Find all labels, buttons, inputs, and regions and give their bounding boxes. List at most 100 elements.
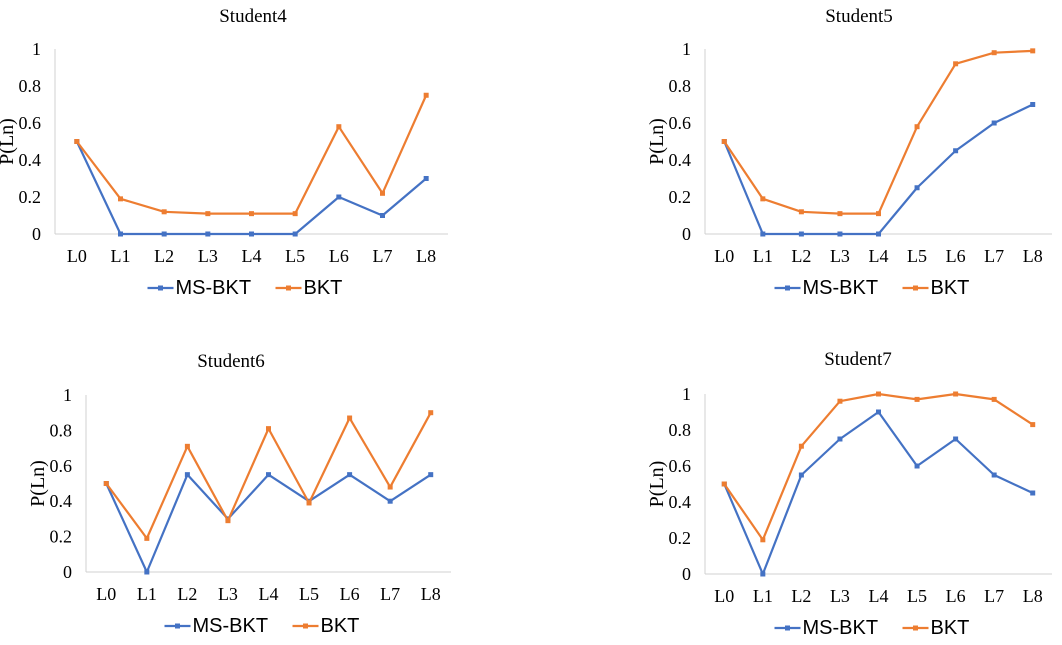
data-point-ms-bkt — [205, 231, 211, 237]
x-tick-label: L7 — [373, 246, 393, 266]
x-tick-label: L8 — [1023, 586, 1043, 606]
x-tick-label: L2 — [177, 584, 197, 604]
legend-marker — [158, 285, 163, 291]
x-tick-label: L0 — [96, 584, 116, 604]
data-point-bkt — [876, 211, 881, 217]
data-point-ms-bkt — [292, 231, 298, 237]
chart-student6: Student6 0 0.2 0.4 0.6 0.8 1 L0 L1 L2 L3 L4 L5 L6 L7 L8… — [27, 351, 451, 637]
data-point-bkt — [336, 124, 342, 130]
data-point-bkt — [953, 391, 959, 397]
data-point-bkt — [1030, 422, 1036, 428]
y-tick-label: 0.4 — [669, 150, 692, 170]
y-tick-label: 0.4 — [669, 492, 692, 512]
x-tick-label: L5 — [285, 246, 305, 266]
x-tick-label: L3 — [830, 586, 850, 606]
data-point-ms-bkt — [953, 148, 959, 154]
data-point-bkt — [1030, 48, 1036, 54]
data-point-ms-bkt — [161, 231, 167, 237]
data-point-ms-bkt — [347, 472, 353, 478]
x-tick-label: L7 — [380, 584, 400, 604]
x-tick-label: L2 — [791, 586, 811, 606]
data-point-bkt — [721, 481, 727, 487]
data-point-ms-bkt — [760, 231, 766, 237]
legend-item-ms-bkt: MS-BKT — [774, 617, 879, 639]
x-tick-label: L8 — [421, 584, 441, 604]
data-point-bkt — [991, 396, 997, 402]
x-tick-label: L0 — [714, 586, 734, 606]
x-tick-label: L6 — [946, 246, 966, 266]
data-point-ms-bkt — [876, 409, 881, 415]
x-tick-label: L6 — [946, 586, 966, 606]
y-tick-label: 0.4 — [50, 491, 73, 511]
y-tick-label: 0.8 — [50, 420, 73, 440]
y-tick-label: 0.6 — [50, 456, 73, 476]
data-point-bkt — [161, 209, 167, 215]
series-line-ms-bkt — [105, 473, 432, 574]
y-tick-label: 0.8 — [669, 420, 692, 440]
data-point-ms-bkt — [837, 436, 843, 442]
x-tick-label: L6 — [340, 584, 360, 604]
y-tick-label: 0.6 — [669, 456, 692, 476]
legend-label: MS-BKT — [176, 277, 252, 299]
y-tick-label: 1 — [32, 39, 41, 59]
data-point-bkt — [225, 518, 231, 524]
chart-student7: Student7 0 0.2 0.4 0.6 0.8 1 L0 L1 L2 L3 L4 L5 L6 L7 L8… — [646, 349, 1052, 639]
y-axis-label: P(Ln) — [646, 118, 668, 165]
x-tick-label: L5 — [299, 584, 319, 604]
series-line-bkt — [75, 94, 428, 215]
legend-marker — [286, 285, 291, 291]
legend-label: MS-BKT — [193, 615, 269, 637]
chart-title: Student6 — [197, 351, 265, 372]
chart-title: Student4 — [219, 6, 287, 27]
legend-item-ms-bkt: MS-BKT — [147, 277, 252, 299]
data-point-ms-bkt — [144, 569, 150, 575]
data-point-bkt — [914, 396, 920, 402]
y-tick-label: 0 — [63, 562, 72, 582]
legend-label: BKT — [931, 617, 970, 639]
legend-label: MS-BKT — [803, 277, 879, 299]
data-point-ms-bkt — [953, 436, 959, 442]
legend-label: MS-BKT — [803, 617, 879, 639]
data-point-bkt — [914, 124, 920, 130]
chart-title: Student5 — [825, 6, 893, 27]
legend-label: BKT — [931, 277, 970, 299]
y-axis-label: P(Ln) — [0, 118, 18, 165]
y-tick-label: 0.6 — [19, 113, 42, 133]
data-point-bkt — [103, 481, 109, 486]
data-point-ms-bkt — [428, 472, 434, 478]
data-point-ms-bkt — [423, 176, 429, 181]
data-point-bkt — [144, 535, 150, 541]
x-tick-label: L0 — [67, 246, 87, 266]
data-point-ms-bkt — [336, 194, 342, 200]
legend-item-bkt: BKT — [902, 277, 970, 299]
data-point-bkt — [428, 410, 434, 416]
y-axis-label: P(Ln) — [27, 460, 49, 507]
y-tick-label: 1 — [63, 385, 72, 405]
data-point-bkt — [953, 61, 959, 67]
y-tick-label: 0.2 — [50, 527, 73, 547]
data-point-ms-bkt — [1030, 102, 1036, 107]
y-tick-label: 0.8 — [19, 76, 42, 96]
y-tick-label: 0.4 — [19, 150, 42, 170]
y-tick-label: 0.8 — [669, 76, 692, 96]
legend-item-bkt: BKT — [902, 617, 970, 639]
data-point-bkt — [837, 398, 843, 404]
legend-marker — [913, 285, 918, 291]
y-tick-label: 0.2 — [669, 528, 692, 548]
data-point-bkt — [798, 209, 804, 215]
data-point-bkt — [380, 190, 385, 196]
chart-student4: Student4 0 0.2 0.4 0.6 0.8 1 L0 L1 L2 L3 L4 L5 L6 L7 L8… — [0, 6, 448, 299]
data-point-ms-bkt — [266, 472, 271, 478]
data-point-bkt — [266, 426, 271, 432]
data-point-bkt — [118, 196, 123, 202]
data-point-bkt — [798, 443, 804, 449]
data-point-ms-bkt — [760, 571, 766, 577]
x-tick-label: L5 — [907, 246, 927, 266]
data-point-bkt — [423, 92, 429, 98]
x-tick-label: L1 — [753, 586, 773, 606]
legend-item-bkt: BKT — [292, 615, 359, 637]
legend-item-ms-bkt: MS-BKT — [774, 277, 879, 299]
x-tick-label: L7 — [984, 586, 1004, 606]
legend-marker — [303, 623, 308, 629]
data-point-ms-bkt — [118, 231, 123, 237]
